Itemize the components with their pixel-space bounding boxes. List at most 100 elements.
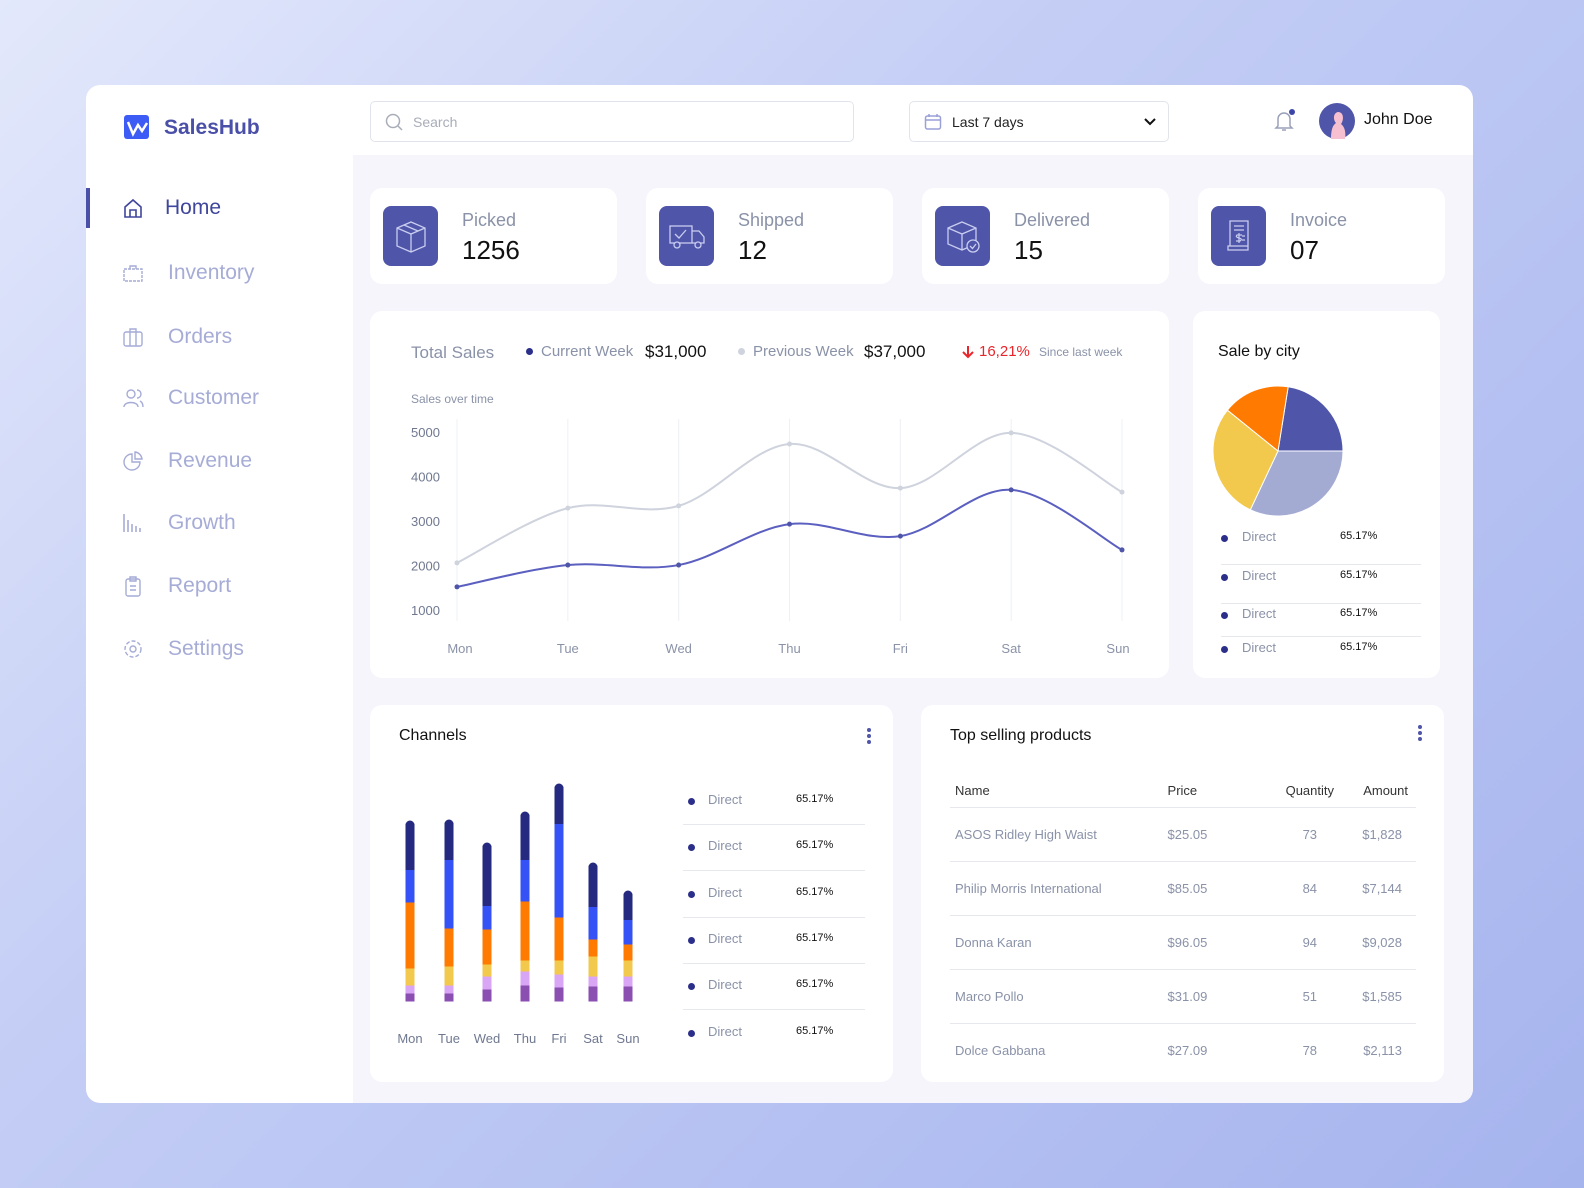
bar-tue[interactable] xyxy=(444,819,454,1002)
x-tick-label: Sun xyxy=(1106,641,1129,656)
table-row[interactable]: ASOS Ridley High Waist $25.05 73 $1,828 xyxy=(950,807,1416,862)
bar-segment xyxy=(554,974,564,988)
data-point[interactable] xyxy=(897,485,903,491)
user-name[interactable]: John Doe xyxy=(1364,111,1433,128)
data-point[interactable] xyxy=(565,505,571,511)
legend-label: Direct xyxy=(1242,606,1276,621)
column-header[interactable]: Price xyxy=(1162,775,1258,808)
data-point[interactable] xyxy=(676,562,682,568)
data-point[interactable] xyxy=(1119,547,1125,553)
previous-week-dot xyxy=(738,348,745,355)
bar-segment xyxy=(623,976,633,987)
legend-label: Direct xyxy=(1242,568,1276,583)
bar-segment xyxy=(405,985,415,994)
bar-fri[interactable] xyxy=(554,783,564,1002)
inventory-icon xyxy=(123,265,143,282)
bar-sat[interactable] xyxy=(588,862,598,1002)
bar-thu[interactable] xyxy=(520,811,530,1002)
table-cell: $85.05 xyxy=(1162,861,1258,916)
settings-icon xyxy=(124,640,142,658)
table-row[interactable]: Marco Pollo $31.09 51 $1,585 xyxy=(950,969,1416,1024)
x-tick-label: Mon xyxy=(397,1031,422,1046)
bar-sun[interactable] xyxy=(623,890,633,1002)
bar-wed[interactable] xyxy=(482,842,492,1002)
column-header[interactable]: Quantity xyxy=(1257,775,1358,808)
sidebar-item-report[interactable]: Report xyxy=(86,566,353,606)
data-point[interactable] xyxy=(565,562,571,568)
sidebar-item-label: Settings xyxy=(168,637,244,660)
table-row[interactable]: Donna Karan $96.05 94 $9,028 xyxy=(950,915,1416,970)
table-cell: $2,113 xyxy=(1363,1042,1402,1058)
divider xyxy=(683,916,865,918)
date-range-select[interactable]: Last 7 days xyxy=(909,101,1169,142)
current-week-dot xyxy=(526,348,533,355)
previous-week-label: Previous Week xyxy=(753,343,854,360)
bar-segment xyxy=(405,993,415,1002)
bar-segment xyxy=(520,815,530,860)
bar-segment xyxy=(588,939,598,957)
pie-slice[interactable] xyxy=(1249,450,1344,517)
y-tick-label: 1000 xyxy=(411,603,440,618)
bar-segment xyxy=(623,894,633,920)
column-header[interactable]: Name xyxy=(950,775,1163,808)
legend-dot xyxy=(688,798,695,805)
bar-segment xyxy=(444,966,454,986)
channel-legend-item: Direct 65.17% xyxy=(683,838,870,872)
data-point[interactable] xyxy=(787,521,792,527)
column-header[interactable]: Amount xyxy=(1357,775,1416,808)
bar-segment xyxy=(405,902,415,969)
table-cell: Dolce Gabbana xyxy=(955,1042,1046,1058)
bar-segment xyxy=(520,985,530,1002)
data-point[interactable] xyxy=(1119,489,1125,495)
total-sales-title: Total Sales xyxy=(411,343,495,362)
divider xyxy=(1221,564,1421,565)
sidebar-item-growth[interactable]: Growth xyxy=(86,503,353,543)
legend-dot xyxy=(1221,646,1228,653)
notification-bell-icon[interactable] xyxy=(1273,108,1297,134)
data-point[interactable] xyxy=(787,441,792,447)
bar-segment xyxy=(482,846,492,906)
bar-cap xyxy=(444,819,454,829)
sidebar-item-orders[interactable]: Orders xyxy=(86,317,353,357)
bar-segment xyxy=(554,960,564,975)
table-cell: Marco Pollo xyxy=(950,969,1163,1024)
legend-dot xyxy=(1221,535,1228,542)
bar-segment xyxy=(554,787,564,824)
divider xyxy=(1221,603,1421,604)
data-point[interactable] xyxy=(454,584,460,590)
more-options-icon[interactable] xyxy=(1417,724,1423,742)
data-point[interactable] xyxy=(676,503,682,509)
sidebar-item-customer[interactable]: Customer xyxy=(86,378,353,418)
data-point[interactable] xyxy=(454,560,460,566)
search-input[interactable]: Search xyxy=(370,101,854,142)
data-point[interactable] xyxy=(1008,430,1014,436)
sales-line-chart: Mon Tue Wed Thu Fri Sat Sun 1000 2000 3000 4000 500… xyxy=(411,419,1130,656)
table-row[interactable]: Philip Morris International $85.05 84 $7,14… xyxy=(950,861,1416,916)
pie-slice[interactable] xyxy=(1277,386,1344,452)
more-options-icon[interactable] xyxy=(866,727,872,745)
legend-dot xyxy=(688,983,695,991)
bar-segment xyxy=(405,968,415,986)
pie-slice[interactable] xyxy=(1226,385,1289,452)
previous-week-value: $37,000 xyxy=(864,342,926,361)
active-indicator xyxy=(86,188,90,228)
sidebar-item-revenue[interactable]: Revenue xyxy=(86,441,353,481)
bar-mon[interactable] xyxy=(405,820,415,1002)
data-point[interactable] xyxy=(897,533,903,539)
x-tick-label: Fri xyxy=(551,1031,566,1046)
table-row[interactable]: Dolce Gabbana $27.09 78 $2,113 xyxy=(950,1023,1416,1077)
sidebar-item-inventory[interactable]: Inventory xyxy=(86,253,353,293)
legend-dot xyxy=(688,890,695,898)
sidebar-item-label: Report xyxy=(168,574,232,597)
avatar[interactable] xyxy=(1319,103,1355,139)
sidebar-item-settings[interactable]: Settings xyxy=(86,629,353,669)
sidebar-item-home[interactable]: Home xyxy=(86,188,353,228)
invoice-icon xyxy=(1226,220,1249,251)
channels-bar-chart: Mon Tue Wed Thu Fri Sat Sun xyxy=(397,783,640,1046)
table-cell: Donna Karan xyxy=(950,915,1163,970)
bar-segment xyxy=(623,920,633,945)
data-point[interactable] xyxy=(1008,487,1014,493)
pie-slice[interactable] xyxy=(1212,409,1279,511)
sidebar-item-label: Inventory xyxy=(168,261,255,284)
dashboard-window: SalesHub Home Inventory Orders Customer Reve… xyxy=(86,85,1473,1103)
